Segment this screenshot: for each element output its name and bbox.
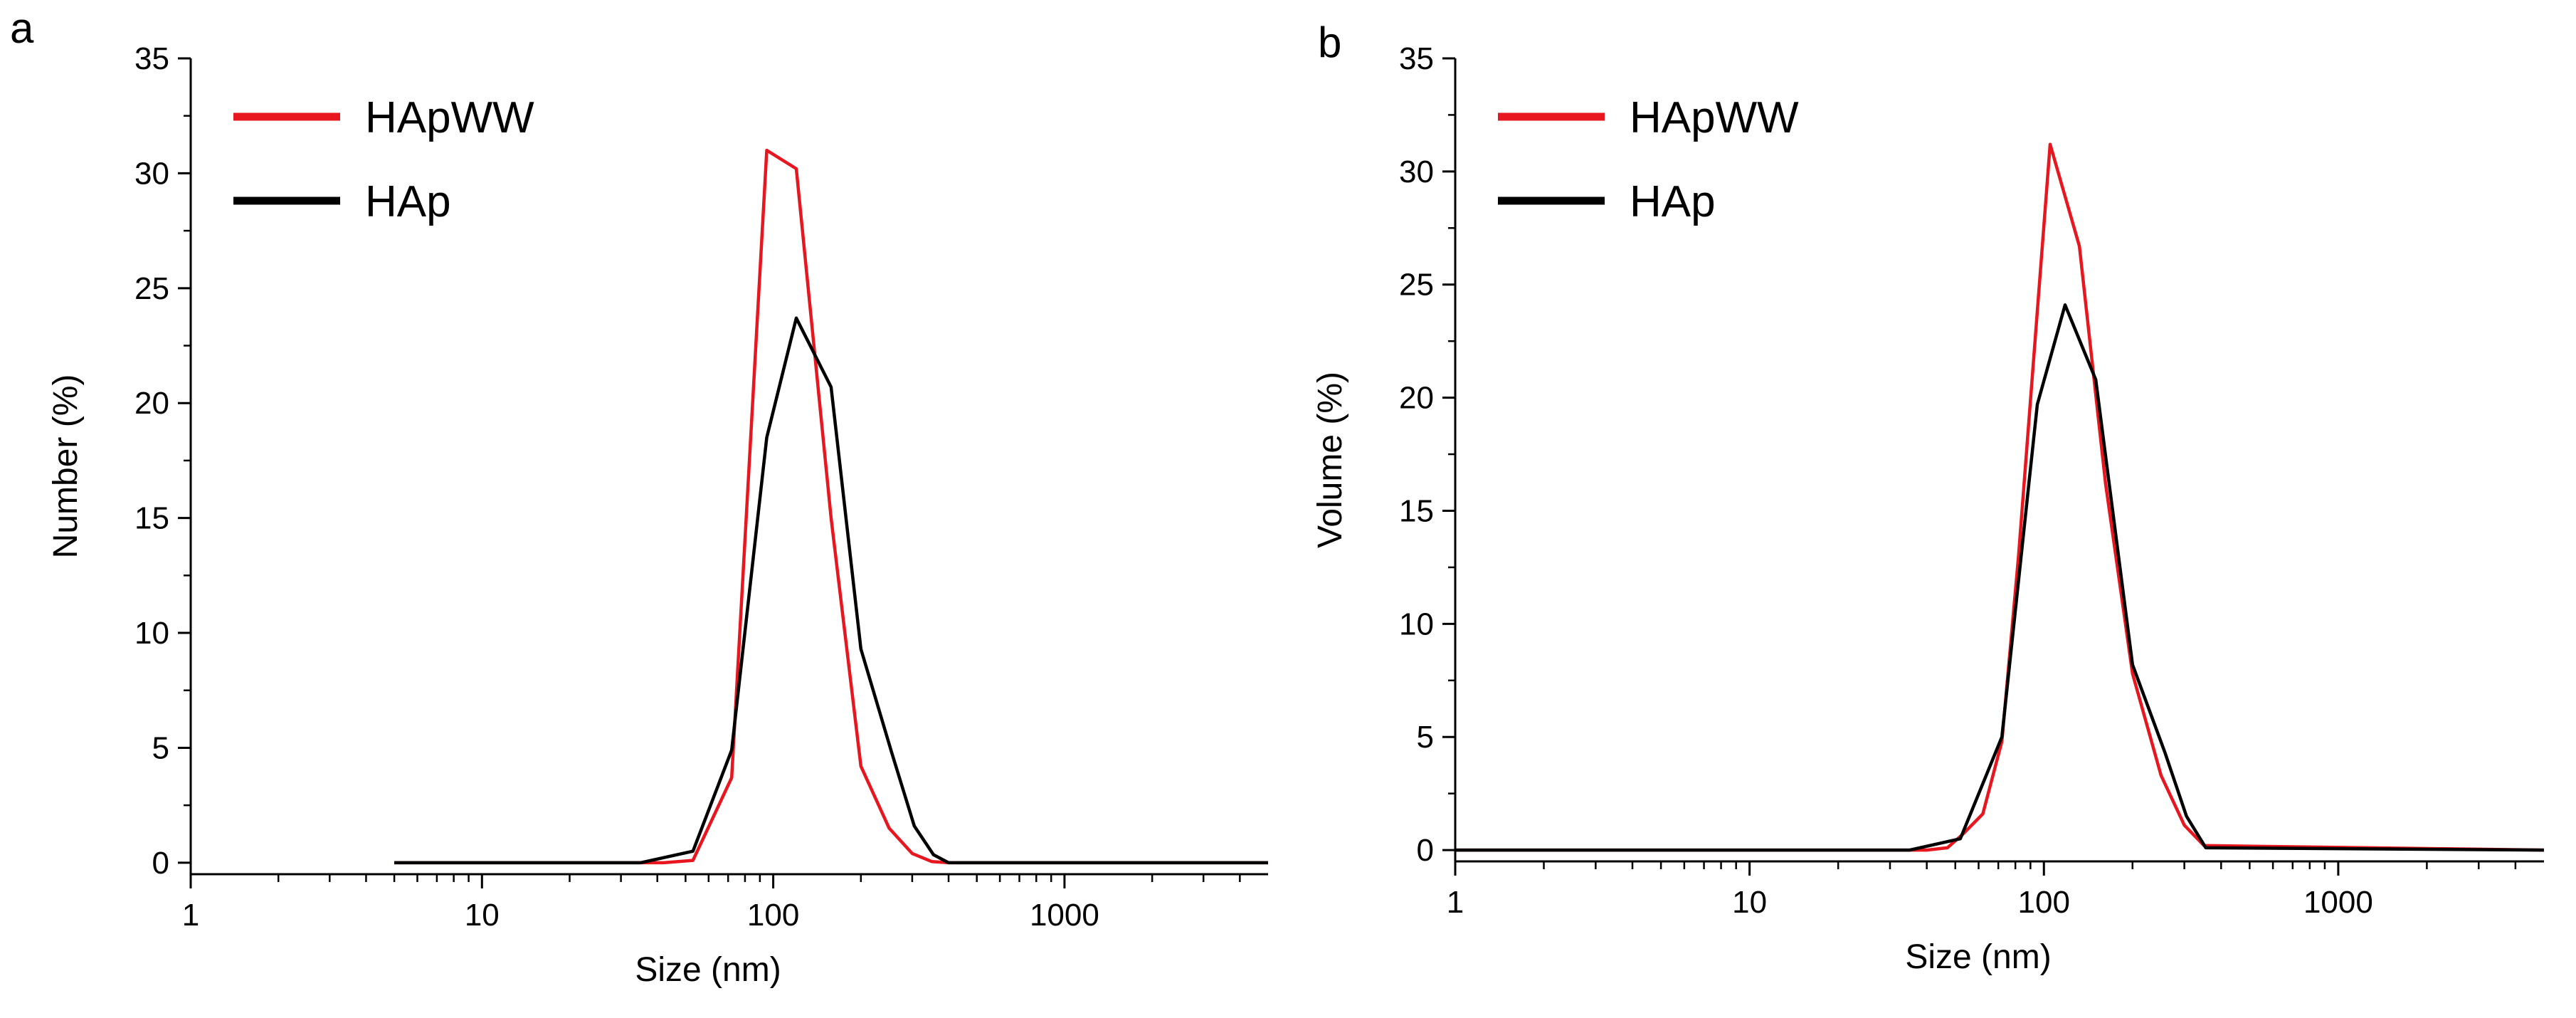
y-tick-label: 10 (1399, 607, 1434, 641)
y-tick-label: 35 (134, 41, 169, 76)
x-tick-label: 1 (182, 898, 199, 933)
legend-label-hap: HAp (365, 177, 451, 226)
x-tick-label: 100 (747, 898, 799, 933)
y-tick-label: 15 (134, 501, 169, 536)
series-line-hap (394, 316, 1268, 865)
legend-label-hapww: HApWW (1630, 93, 1799, 142)
series-line-hap (1455, 303, 2545, 852)
y-tick-label: 30 (1399, 154, 1434, 189)
y-tick-label: 30 (134, 156, 169, 191)
series-line-hapww (394, 148, 1268, 865)
series-line-hapww (1455, 142, 2545, 852)
x-axis-title: Size (nm) (1905, 938, 2051, 976)
y-tick-label: 0 (1417, 833, 1434, 868)
y-tick-label: 25 (134, 271, 169, 306)
x-tick-label: 100 (2018, 885, 2070, 920)
legend-label-hapww: HApWW (365, 93, 534, 142)
y-axis-title: Volume (%) (1311, 372, 1349, 548)
y-tick-label: 25 (1399, 268, 1434, 303)
legend-label-hap: HAp (1630, 177, 1716, 226)
y-axis-title: Number (%) (47, 374, 85, 559)
y-tick-label: 15 (1399, 493, 1434, 528)
x-tick-label: 1 (1447, 885, 1464, 920)
panel-b: b 0 5 10 15 20 25 30 35 1 10 100 1000 Size (nm) Volume… (1311, 19, 2545, 976)
y-tick-label: 20 (1399, 381, 1434, 416)
panel-label: a (10, 4, 34, 52)
panel-label: b (1318, 19, 1341, 66)
y-tick-label: 5 (152, 730, 169, 765)
x-tick-label: 1000 (2303, 885, 2373, 920)
y-tick-label: 10 (134, 616, 169, 651)
y-tick-label: 0 (152, 846, 169, 881)
y-tick-label: 35 (1399, 41, 1434, 76)
y-tick-label: 5 (1417, 720, 1434, 755)
x-axis-title: Size (nm) (635, 951, 781, 989)
x-tick-label: 10 (1732, 885, 1767, 920)
panel-a: a 0 5 10 15 20 25 30 35 1 10 100 1000 Size (nm) Number… (10, 4, 1268, 989)
x-tick-label: 1000 (1030, 898, 1099, 933)
x-tick-label: 10 (465, 898, 500, 933)
y-tick-label: 20 (134, 386, 169, 421)
